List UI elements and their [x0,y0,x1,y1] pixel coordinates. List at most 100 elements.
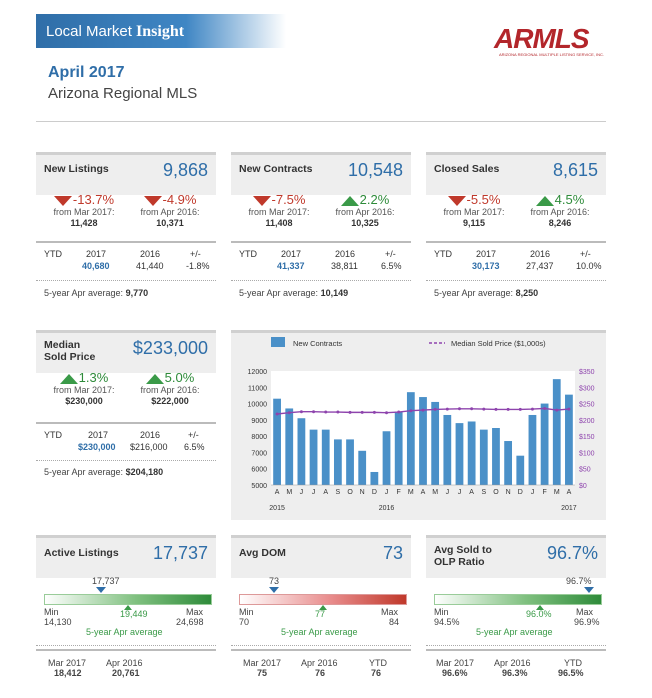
gauge-current-label: 73 [269,576,280,586]
card-title: Active Listings [44,547,119,559]
gauge-min-label: Min [44,607,59,617]
card-value: $233,000 [132,338,208,358]
chart-bar [455,423,464,485]
x-tick-label: A [323,489,328,496]
gauge-average-label: 5-year Apr average [86,627,163,637]
chart-bar [528,414,537,485]
five-year-average: 5-year Apr average: 10,149 [239,288,349,298]
chart-bar [333,439,342,485]
y2-tick-label: $100 [579,450,595,457]
legend-line-label: Median Sold Price ($1,000s) [451,339,546,348]
card-value: 96.7% [546,543,598,563]
x-tick-label: M [408,489,414,496]
price-point [360,410,364,414]
change-month: -7.5% from Mar 2017: 11,408 [248,192,310,228]
x-tick-label: S [481,489,486,496]
price-point [324,410,328,414]
price-point [348,410,352,414]
armls-logo: ARMLS ARIZONA REGIONAL MULTIPLE LISTING … [494,23,604,60]
chart-bar [382,431,391,485]
y-tick-label: 12000 [248,369,268,376]
price-point [409,409,413,413]
gauge-max-value: 24,698 [176,617,204,627]
price-point [421,408,425,412]
price-point [518,407,522,411]
x-tick-label: O [493,489,499,496]
chart-bar [297,418,306,485]
chart-bar [467,421,476,485]
y2-tick-label: $0 [579,483,587,490]
y-tick-label: 9000 [251,418,267,425]
card-title: Avg Sold to OLP Ratio [434,544,492,568]
card-value: 8,615 [552,160,598,180]
report-source: Arizona Regional MLS [48,85,198,102]
price-point [482,407,486,411]
chart-bar [504,441,513,485]
chart-bar [309,429,318,485]
header-banner: Local Market Insight [36,14,286,48]
change-year: 5.0% from Apr 2016: $222,000 [140,370,200,406]
price-point [433,407,437,411]
x-tick-label: A [567,489,572,496]
five-year-average: 5-year Apr average: 8,250 [434,288,539,298]
card-value: 9,868 [162,160,208,180]
y-tick-label: 10000 [248,402,268,409]
change-month: 1.3% from Mar 2017: $230,000 [53,370,115,406]
card-closed-sales: Closed Sales 8,615 -5.5% from Mar 2017: 9… [426,152,606,298]
trend-chart: New Contracts Median Sold Price ($1,000s… [231,330,606,520]
x-tick-label: J [385,489,389,496]
x-tick-label: A [421,489,426,496]
gauge-average-value: 19,449 [120,609,148,619]
year-label: 2017 [561,505,577,512]
y2-tick-label: $150 [579,434,595,441]
card-title: New Listings [44,163,109,175]
legend-bar-label: New Contracts [293,339,342,348]
x-tick-label: A [275,489,280,496]
chart-bar [406,392,415,485]
x-tick-label: O [347,489,353,496]
x-tick-label: A [469,489,474,496]
price-point [543,406,547,410]
chart-bar [358,450,367,485]
x-tick-label: F [542,489,546,496]
chart-bar [565,394,573,485]
gauge-average-marker [319,605,327,610]
card-value: 17,737 [152,543,208,563]
y2-tick-label: $350 [579,369,595,376]
chart-bar [321,429,330,485]
chart-bar [370,471,379,485]
x-tick-label: D [518,489,523,496]
card-title: New Contracts [239,163,313,175]
chart-bar [492,428,500,485]
y-tick-label: 6000 [251,467,267,474]
price-point [445,407,449,411]
chart-bar [540,403,549,485]
x-tick-label: N [506,489,511,496]
card-title: Closed Sales [434,163,500,175]
x-tick-label: M [286,489,292,496]
x-tick-label: F [397,489,401,496]
gauge-bar [239,594,407,605]
x-tick-label: D [372,489,377,496]
chart-bar [431,401,440,485]
chart-bar [479,429,488,485]
price-point [385,411,389,415]
banner-bold: Insight [136,23,185,40]
chart-bar [273,398,281,485]
card-value: 10,548 [347,160,403,180]
logo-text: ARMLS [494,23,590,54]
gauge-current-marker [96,587,107,593]
up-arrow-icon [340,195,359,206]
x-tick-label: J [312,489,316,496]
price-point [287,411,291,415]
price-point [567,407,571,411]
trend-chart-svg: New Contracts Median Sold Price ($1,000s… [231,333,606,520]
y2-tick-label: $300 [579,385,595,392]
gauge-bar [434,594,602,605]
gauge-current-marker [583,587,594,593]
card-value: 73 [382,543,403,563]
price-point [470,407,474,411]
price-point [555,408,559,412]
change-month: -13.7% from Mar 2017: 11,428 [53,192,115,228]
x-tick-label: M [432,489,438,496]
